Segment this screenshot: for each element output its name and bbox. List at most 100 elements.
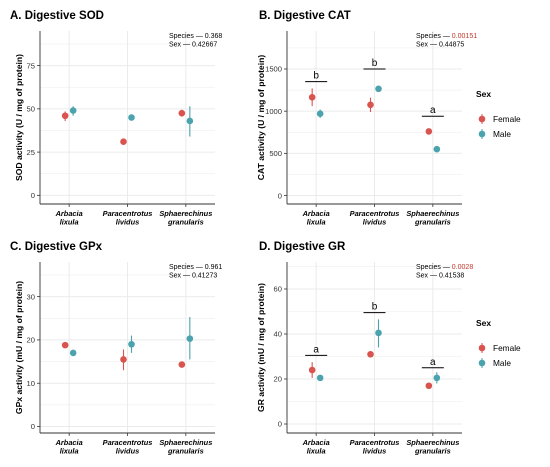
data-point-female	[425, 382, 433, 390]
panel-title: B. Digestive CAT	[259, 10, 351, 22]
stat-label: Species —	[416, 264, 452, 271]
y-tick-label: 20	[27, 336, 35, 345]
data-point-male	[186, 117, 194, 125]
x-category-label: Sphaerechinus	[406, 438, 459, 447]
data-point-male	[433, 374, 441, 382]
x-category-label: Arbacia	[55, 438, 83, 447]
stat-p-value: 0.41273	[192, 273, 217, 280]
data-point-male	[128, 114, 135, 121]
stat-p-value: 0.42667	[192, 42, 217, 49]
x-category-label: lividus	[363, 447, 386, 456]
data-point-male	[69, 107, 77, 114]
stat-p-value: 0.368	[205, 33, 223, 40]
x-category-label: Paracentrotus	[350, 438, 400, 447]
y-axis-title: GR activity (mU / mg of protein)	[256, 283, 266, 412]
data-point-female	[367, 350, 374, 358]
y-axis-title: GPx activity (mU / mg of protein)	[14, 281, 24, 414]
significance-letter: b	[313, 71, 319, 82]
stat-label: Sex —	[169, 273, 192, 280]
legend: Sex Female Male	[476, 89, 521, 139]
x-category-label: Arbacia	[302, 438, 330, 447]
data-point-male	[186, 335, 194, 342]
x-category-label: Paracentrotus	[350, 209, 400, 218]
stat-p-value: 0.00151	[452, 33, 477, 40]
significance-letter: a	[430, 357, 436, 368]
data-point-female	[120, 138, 127, 146]
data-point-male	[316, 110, 324, 118]
x-category-label: Sphaerechinus	[159, 438, 212, 447]
x-category-label: lixula	[60, 218, 79, 227]
stat-label: Sex —	[169, 42, 192, 49]
x-category-label: lixula	[307, 218, 326, 227]
data-point-female	[425, 128, 433, 135]
significance-letter: a	[313, 344, 319, 355]
panel-title: A. Digestive SOD	[10, 10, 104, 22]
x-category-label: Sphaerechinus	[159, 209, 212, 218]
stat-annotation: Sex — 0.44875	[416, 42, 464, 49]
y-tick-label: 0	[278, 420, 282, 429]
x-category-label: Arbacia	[302, 209, 330, 218]
data-point-female	[178, 109, 186, 117]
x-category-label: lixula	[307, 447, 326, 456]
x-category-label: Paracentrotus	[103, 438, 153, 447]
stat-label: Sex —	[416, 273, 439, 280]
panel-title: D. Digestive GR	[259, 241, 346, 253]
x-category-label: granularis	[167, 218, 204, 227]
stat-annotation: Species — 0.368	[169, 33, 222, 40]
stat-label: Sex —	[416, 42, 439, 49]
stat-label: Species —	[169, 264, 205, 271]
legend-label: Male	[493, 129, 511, 139]
legend-label: Female	[493, 114, 521, 124]
legend-swatch-male	[478, 130, 486, 138]
x-category-label: Paracentrotus	[103, 209, 153, 218]
stat-annotation: Sex — 0.42667	[169, 42, 217, 49]
y-tick-label: 0	[278, 191, 282, 200]
stat-p-value: 0.41538	[439, 273, 464, 280]
stat-annotation: Species — 0.961	[169, 264, 222, 271]
stat-p-value: 0.44875	[439, 42, 464, 49]
data-point-female	[120, 356, 127, 363]
stat-annotation: Sex — 0.41273	[169, 273, 217, 280]
x-category-label: lixula	[60, 447, 79, 456]
y-tick-label: 0	[31, 422, 35, 431]
x-category-label: lividus	[363, 218, 386, 227]
y-tick-label: 1000	[265, 107, 282, 116]
stat-p-value: 0.0028	[452, 264, 474, 271]
data-point-male	[128, 340, 135, 348]
x-category-label: granularis	[414, 447, 451, 456]
significance-letter: b	[372, 302, 378, 313]
data-point-male	[375, 329, 382, 337]
y-tick-label: 50	[27, 105, 35, 114]
data-point-male	[375, 85, 382, 93]
panel-title: C. Digestive GPx	[10, 241, 103, 253]
stat-annotation: Sex — 0.41538	[416, 273, 464, 280]
legend-label: Male	[493, 358, 511, 368]
data-point-female	[178, 361, 186, 368]
data-point-female	[61, 112, 69, 120]
stat-annotation: Species — 0.0028	[416, 264, 473, 271]
legend-title: Sex	[476, 318, 491, 328]
y-tick-label: 25	[27, 148, 35, 157]
y-tick-label: 30	[27, 292, 35, 301]
y-tick-label: 10	[27, 379, 35, 388]
stat-p-value: 0.961	[205, 264, 223, 271]
significance-letter: b	[372, 58, 378, 69]
x-category-label: Arbacia	[55, 209, 83, 218]
data-point-female	[61, 341, 69, 349]
y-tick-label: 0	[31, 191, 35, 200]
y-tick-label: 40	[274, 330, 282, 339]
data-point-female	[308, 93, 316, 101]
x-category-label: lividus	[116, 447, 139, 456]
legend-swatch-female	[478, 115, 486, 123]
data-point-male	[69, 349, 77, 357]
x-category-label: Sphaerechinus	[406, 209, 459, 218]
data-point-male	[433, 145, 441, 153]
x-category-label: granularis	[414, 218, 451, 227]
x-category-label: lividus	[116, 218, 139, 227]
y-tick-label: 60	[274, 285, 282, 294]
y-tick-label: 75	[27, 61, 35, 70]
